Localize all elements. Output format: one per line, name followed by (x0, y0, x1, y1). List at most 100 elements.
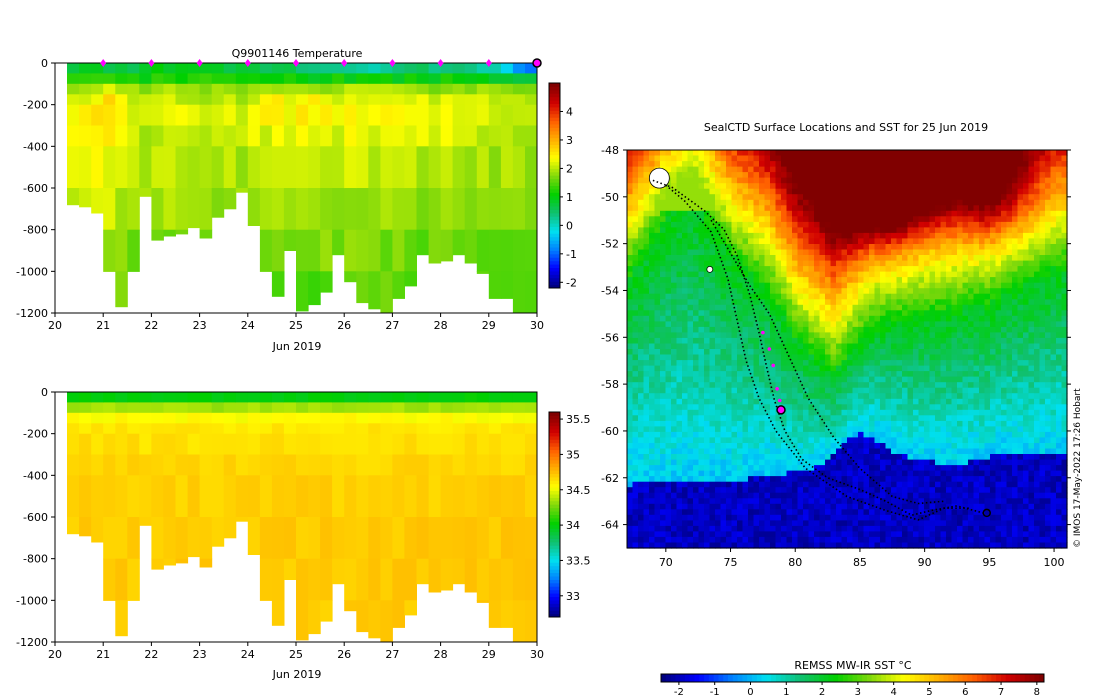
sst-cell (671, 266, 678, 273)
sst-cell (731, 431, 738, 438)
colorbar-segment (549, 415, 560, 420)
sst-cell (814, 459, 821, 466)
sst-cell (803, 542, 810, 549)
profile-cell (67, 125, 80, 147)
sst-cell (687, 194, 694, 201)
sst-cell (709, 205, 716, 212)
sst-cell (742, 271, 749, 278)
sst-cell (896, 326, 903, 333)
profile-cell (199, 94, 213, 106)
sst-cell (759, 266, 766, 273)
profile-cell (163, 558, 176, 566)
sst-cell (737, 155, 744, 162)
profile-cell (247, 146, 261, 189)
sst-cell (715, 503, 722, 510)
sst-cell (874, 282, 881, 289)
sst-cell (715, 476, 722, 483)
sst-cell (907, 492, 914, 499)
sst-cell (665, 194, 672, 201)
sst-cell (825, 520, 832, 527)
profile-cell (356, 125, 369, 147)
sst-cell (836, 337, 843, 344)
sst-cell (731, 437, 738, 444)
y-tick-label: -400 (23, 469, 48, 482)
profile-cell (500, 517, 514, 560)
sst-cell (836, 393, 843, 400)
sst-cell (682, 382, 689, 389)
sst-cell (720, 155, 727, 162)
sst-cell (671, 448, 678, 455)
profile-cell (320, 433, 333, 455)
sst-cell (665, 210, 672, 217)
sst-cell (627, 150, 634, 157)
sst-cell (924, 232, 931, 239)
sst-cell (632, 221, 639, 228)
sst-cell (786, 542, 793, 549)
sst-cell (665, 465, 672, 472)
sst-cell (847, 205, 854, 212)
sst-cell (825, 443, 832, 450)
sst-cell (665, 426, 672, 433)
sst-cell (676, 321, 683, 328)
sst-cell (693, 409, 700, 416)
sst-cell (858, 371, 865, 378)
sst-cell (775, 150, 782, 157)
sst-cell (819, 354, 826, 361)
sst-cell (627, 343, 634, 350)
sst-cell (858, 420, 865, 427)
sst-cell (803, 420, 810, 427)
sst-cell (742, 249, 749, 256)
sst-cell (720, 393, 727, 400)
sst-cell (698, 487, 705, 494)
sst-cell (902, 183, 909, 190)
profile-cell (103, 402, 116, 414)
sst-cell (918, 393, 925, 400)
sst-cell (885, 232, 892, 239)
profile-cell (380, 475, 393, 518)
sst-cell (803, 371, 810, 378)
sst-cell (836, 326, 843, 333)
sst-cell (643, 343, 650, 350)
sst-cell (863, 536, 870, 543)
profile-cell (271, 83, 285, 95)
sst-cell (803, 470, 810, 477)
sst-cell (709, 321, 716, 328)
profile-cell (368, 229, 381, 272)
sst-cell (627, 376, 634, 383)
profile-cell (139, 454, 152, 476)
sst-cell (643, 459, 650, 466)
sst-cell (885, 404, 892, 411)
sst-cell (918, 244, 925, 251)
sst-cell (841, 282, 848, 289)
sst-cell (891, 315, 898, 322)
sst-cell (880, 210, 887, 217)
sst-cell (803, 221, 810, 228)
sst-cell (902, 443, 909, 450)
sst-cell (918, 183, 925, 190)
profile-cell (175, 402, 189, 414)
sst-cell (775, 194, 782, 201)
sst-cell (852, 509, 859, 516)
sst-cell (830, 216, 837, 223)
sst-cell (665, 448, 672, 455)
sst-cell (924, 503, 931, 510)
sst-cell (797, 415, 804, 422)
sst-cell (830, 288, 837, 295)
sst-cell (698, 492, 705, 499)
sst-cell (764, 326, 771, 333)
sst-cell (726, 150, 733, 157)
sst-cell (704, 299, 711, 306)
colorbar-segment (549, 83, 560, 87)
sst-cell (902, 177, 909, 184)
y-tick-label: -600 (23, 182, 48, 195)
sst-cell (858, 514, 865, 521)
profile-cell (308, 433, 321, 455)
sst-cell (792, 542, 799, 549)
sst-cell (874, 194, 881, 201)
sst-cell (797, 238, 804, 245)
profile-cell (199, 392, 213, 403)
sst-cell (643, 304, 650, 311)
sst-cell (836, 437, 843, 444)
sst-cell (775, 387, 782, 394)
sst-cell (792, 321, 799, 328)
